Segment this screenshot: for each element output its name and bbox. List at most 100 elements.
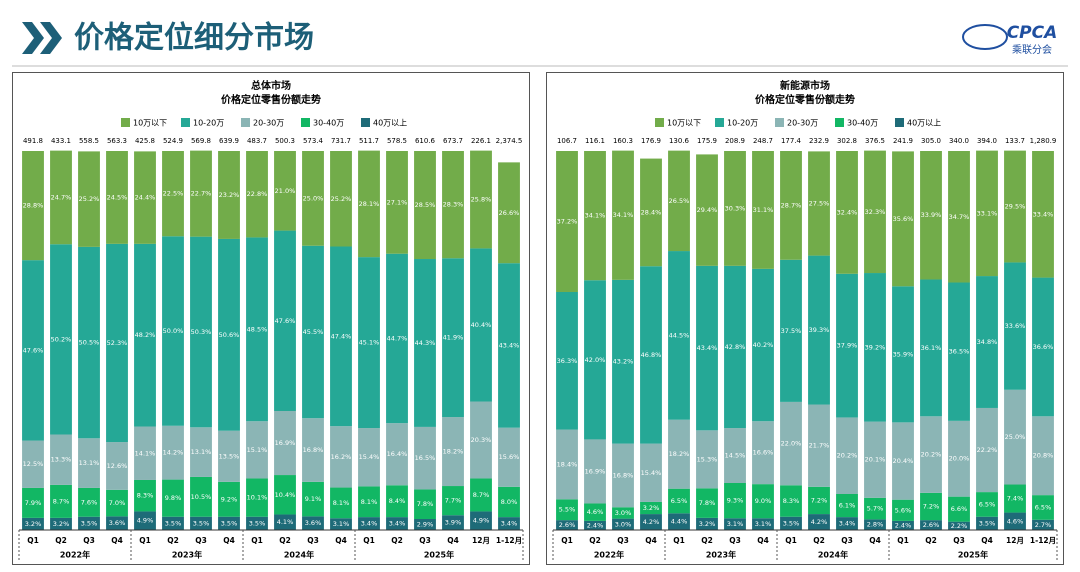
- bar-segment: [134, 151, 156, 244]
- data-label: 4.6%: [1007, 517, 1024, 525]
- x-tick-label: 12月: [472, 536, 490, 545]
- total-label: 491.8: [23, 137, 43, 145]
- bar-segment: [696, 154, 718, 266]
- bar-segment: [640, 158, 662, 267]
- bar-segment: [948, 521, 970, 530]
- x-tick-label: Q3: [419, 536, 431, 545]
- bar-segment: [696, 517, 718, 530]
- bar-segment: [470, 401, 492, 479]
- data-label: 2.4%: [895, 521, 912, 529]
- data-label: 7.8%: [417, 500, 434, 508]
- bar-segment: [78, 516, 100, 530]
- total-label: 394.0: [977, 137, 997, 145]
- data-label: 50.5%: [79, 339, 100, 347]
- data-label: 34.7%: [949, 213, 970, 221]
- bar-segment: [414, 519, 436, 530]
- x-tick-label: Q2: [701, 536, 713, 545]
- data-label: 36.5%: [949, 348, 970, 356]
- data-label: 7.0%: [109, 499, 126, 507]
- data-label: 4.9%: [137, 517, 154, 525]
- bar-segment: [976, 276, 998, 408]
- total-label: 511.7: [359, 137, 379, 145]
- bar-segment: [920, 520, 942, 530]
- data-label: 3.5%: [249, 519, 266, 527]
- x-tick-label: Q2: [167, 536, 179, 545]
- data-label: 7.4%: [1007, 495, 1024, 503]
- data-label: 34.8%: [977, 338, 998, 346]
- bar-segment: [358, 150, 380, 258]
- bar-segment: [864, 273, 886, 422]
- bar-segment: [808, 404, 830, 487]
- data-label: 9.8%: [165, 494, 182, 502]
- x-tick-label: Q2: [55, 536, 67, 545]
- data-label: 50.2%: [51, 335, 72, 343]
- data-label: 50.3%: [191, 328, 212, 336]
- x-tick-label: Q3: [195, 536, 207, 545]
- data-label: 16.8%: [613, 471, 634, 479]
- bar-segment: [134, 479, 156, 512]
- legend-label: 10-20万: [193, 119, 224, 128]
- data-label: 24.4%: [135, 194, 156, 202]
- data-label: 6.1%: [839, 502, 856, 510]
- data-label: 36.3%: [557, 357, 578, 365]
- bar-segment: [470, 511, 492, 530]
- bar-segment: [274, 475, 296, 515]
- bar-segment: [358, 517, 380, 530]
- data-label: 3.6%: [109, 519, 126, 527]
- bar-segment: [470, 150, 492, 249]
- x-tick-label: Q3: [307, 536, 319, 545]
- data-label: 33.6%: [1005, 322, 1026, 330]
- bar-segment: [724, 428, 746, 484]
- bar-segment: [1004, 262, 1026, 390]
- data-label: 48.5%: [247, 325, 268, 333]
- bar-segment: [414, 426, 436, 490]
- bar-segment: [106, 243, 128, 443]
- data-label: 4.1%: [277, 518, 294, 526]
- bar-segment: [724, 265, 746, 429]
- data-label: 34.1%: [613, 211, 634, 219]
- x-group-label: 2025年: [958, 550, 988, 560]
- data-label: 15.3%: [697, 455, 718, 463]
- bar-segment: [22, 260, 44, 441]
- x-tick-label: Q3: [617, 536, 629, 545]
- bar-segment: [218, 516, 240, 530]
- total-label: 116.1: [585, 137, 605, 145]
- data-label: 4.2%: [811, 518, 828, 526]
- bar-segment: [106, 442, 128, 490]
- bar-segment: [640, 266, 662, 444]
- bar-segment: [808, 486, 830, 515]
- data-label: 24.7%: [51, 193, 72, 201]
- bar-segment: [668, 488, 690, 514]
- data-label: 20.2%: [921, 451, 942, 459]
- data-label: 3.6%: [305, 519, 322, 527]
- data-label: 44.3%: [415, 339, 436, 347]
- x-tick-label: Q2: [813, 536, 825, 545]
- bar-segment: [50, 517, 72, 530]
- data-label: 20.0%: [949, 455, 970, 463]
- data-label: 10.5%: [191, 493, 212, 501]
- data-label: 20.4%: [893, 457, 914, 465]
- bar-segment: [640, 443, 662, 502]
- total-label: 130.6: [669, 137, 690, 145]
- bar-segment: [668, 150, 690, 252]
- data-label: 25.2%: [331, 195, 352, 203]
- data-label: 4.2%: [643, 518, 660, 526]
- bar-segment: [358, 257, 380, 429]
- bar-segment: [106, 489, 128, 517]
- x-tick-label: 1-12月: [496, 536, 522, 545]
- bar-segment: [190, 427, 212, 477]
- data-label: 18.4%: [557, 460, 578, 468]
- data-label: 36.6%: [1033, 343, 1054, 351]
- x-tick-label: Q4: [447, 536, 459, 545]
- legend-swatch: [775, 118, 784, 127]
- page-title: 价格定位细分市场: [74, 21, 314, 56]
- bar-segment: [584, 280, 606, 440]
- bar-segment: [414, 259, 436, 427]
- bar-segment: [302, 481, 324, 517]
- bar-segment: [584, 439, 606, 504]
- bar-segment: [948, 420, 970, 497]
- x-tick-label: Q1: [363, 536, 375, 545]
- bar-segment: [162, 425, 184, 480]
- total-label: 578.5: [387, 137, 407, 145]
- data-label: 3.2%: [25, 520, 42, 528]
